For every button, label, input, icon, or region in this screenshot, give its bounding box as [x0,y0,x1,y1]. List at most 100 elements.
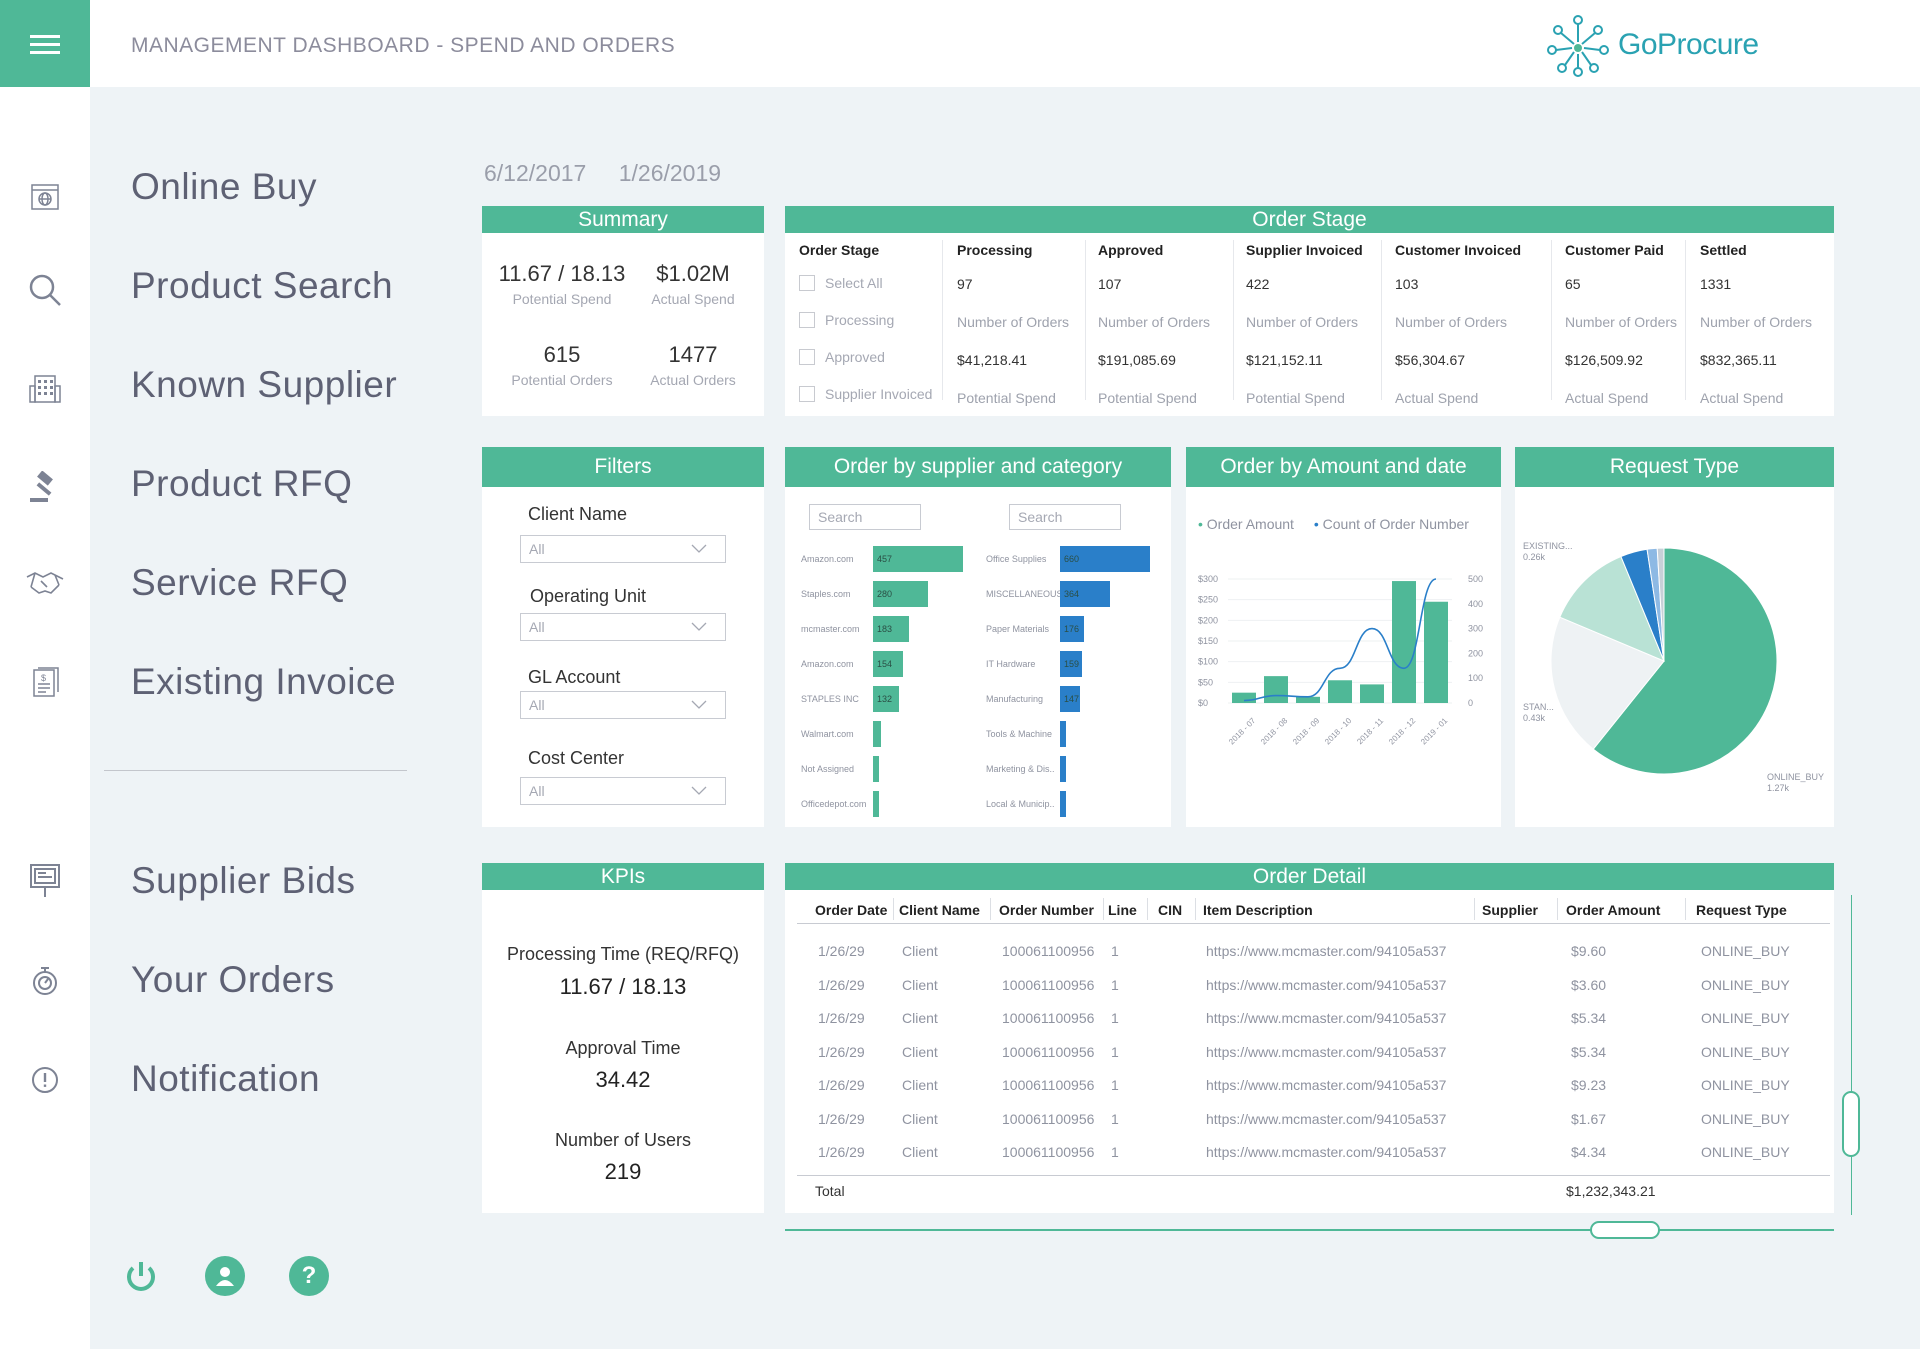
nav-service-rfq[interactable]: Service RFQ [131,562,349,603]
stage-approved: Approved 107 Number of Orders $191,085.6… [1098,242,1210,406]
table-cell: Client [902,1043,938,1060]
table-row[interactable]: 1/26/29 Client 100061100956 1 https://www.mc… [785,935,1855,968]
sidebar-icon-existing-invoice[interactable]: $ [25,662,65,702]
sidebar-icon-supplier-bids[interactable] [25,861,65,901]
sidebar-icon-service-rfq[interactable] [25,563,65,603]
bar[interactable] [1060,546,1150,572]
table-row[interactable]: 1/26/29 Client 100061100956 1 https://www.mc… [785,1036,1855,1069]
table-row[interactable]: 1/26/29 Client 100061100956 1 https://www.mc… [785,1103,1855,1136]
operating-unit-select[interactable]: All [520,613,726,641]
hamburger-menu-button[interactable] [0,0,90,87]
col-line[interactable]: Line [1108,902,1137,918]
cost-center-select[interactable]: All [520,777,726,805]
bar[interactable] [873,546,963,572]
gl-account-select[interactable]: All [520,691,726,719]
user-icon [216,1267,234,1286]
col-request-type[interactable]: Request Type [1696,902,1787,918]
bar[interactable] [1060,686,1081,712]
bar[interactable] [873,651,904,677]
bar[interactable] [1060,756,1066,782]
sidebar-icon-notification[interactable] [25,1060,65,1100]
table-row[interactable]: 1/26/29 Client 100061100956 1 https://www.mc… [785,1069,1855,1102]
nav-existing-invoice[interactable]: Existing Invoice [131,661,397,702]
col-client-name[interactable]: Client Name [899,902,980,918]
sidebar-icon-product-search[interactable] [25,270,65,310]
vertical-scroll-thumb[interactable] [1842,1091,1860,1157]
amount-bar [1328,680,1352,703]
table-cell: 1/26/29 [818,1077,865,1093]
pie-label-stan: STAN... 0.43k [1523,702,1554,724]
nav-known-supplier[interactable]: Known Supplier [131,364,398,405]
checkbox[interactable] [799,274,815,291]
checkbox-row-supplier-invoiced[interactable]: Supplier Invoiced [799,375,932,412]
horizontal-scroll-thumb[interactable] [1590,1221,1660,1239]
supplier-search-input[interactable]: Search [809,504,921,530]
bar[interactable] [1060,581,1110,607]
col-item-description[interactable]: Item Description [1203,902,1313,918]
nav-online-buy[interactable]: Online Buy [131,166,317,207]
nav-product-search[interactable]: Product Search [131,265,394,306]
user-profile-button[interactable] [205,1256,245,1296]
table-cell: 1 [1111,1010,1119,1026]
bar[interactable] [873,581,929,607]
bar[interactable] [1060,791,1066,817]
pie-slice[interactable] [1656,547,1665,662]
category-search-input[interactable]: Search [1009,504,1121,530]
chevron-down-icon [691,544,707,553]
checkbox[interactable] [799,348,815,365]
col-order-number[interactable]: Order Number [999,902,1094,918]
potential-orders-cell: 615 Potential Orders [502,342,622,388]
goprocure-logo[interactable]: GoProcure [1546,10,1766,80]
y-right-tick: 300 [1468,624,1483,634]
stage-count-label: Number of Orders [957,314,1070,330]
table-row[interactable]: 1/26/29 Client 100061100956 1 https://www.mc… [785,969,1855,1002]
checkbox-row-approved[interactable]: Approved [799,338,932,375]
date-end[interactable]: 1/26/2019 [618,160,722,186]
bar[interactable] [873,791,879,817]
pie-slice[interactable] [1592,547,1778,775]
checkbox-row-select-all[interactable]: Select All [799,264,932,301]
client-name-select[interactable]: All [520,535,726,563]
bar[interactable] [1060,651,1082,677]
sidebar-icon-online-buy[interactable] [25,177,65,217]
chart-legend: • Order Amount • Count of Order Number [1198,516,1469,532]
table-cell: 1 [1111,1043,1119,1060]
select-value: All [529,783,545,799]
power-button[interactable] [121,1256,161,1296]
bar-label: IT Hardware [986,659,1036,669]
bar[interactable] [873,616,910,642]
date-start[interactable]: 6/12/2017 [484,160,587,186]
help-button[interactable]: ? [289,1256,329,1296]
sidebar-icon-your-orders[interactable] [25,961,65,1001]
table-row[interactable]: 1/26/29 Client 100061100956 1 https://www.mc… [785,1002,1855,1035]
col-cin[interactable]: CIN [1158,902,1183,918]
table-row[interactable]: 1/26/29 Client 100061100956 1 https://www.mc… [785,1136,1855,1169]
nav-notification[interactable]: Notification [131,1058,321,1099]
checkbox[interactable] [799,311,815,328]
col-order-amount[interactable]: Order Amount [1566,902,1661,918]
sidebar-icon-product-rfq[interactable] [25,467,65,507]
nav-product-rfq[interactable]: Product RFQ [131,463,353,504]
nav-supplier-bids[interactable]: Supplier Bids [131,860,356,901]
x-tick: 2018 - 12 [1387,716,1418,747]
checkbox[interactable] [799,385,815,402]
bar[interactable] [873,756,879,782]
date-range[interactable]: 6/12/2017 1/26/2019 [484,160,747,187]
chevron-down-icon [691,700,707,709]
pie-slice[interactable] [1550,616,1665,750]
sidebar-icon-known-supplier[interactable] [25,369,65,409]
bar[interactable] [1060,721,1066,747]
vertical-scroll-track[interactable] [1851,895,1852,1215]
col-order-date[interactable]: Order Date [815,902,888,918]
col-supplier[interactable]: Supplier [1482,902,1539,918]
column-separator [1233,240,1234,400]
bar-value: 280 [877,589,893,599]
checkbox-row-processing[interactable]: Processing [799,301,932,338]
nav-your-orders[interactable]: Your Orders [131,959,335,1000]
bar[interactable] [873,686,899,712]
bar[interactable] [1060,616,1084,642]
horizontal-scroll-track[interactable] [785,1229,1834,1231]
bar[interactable] [873,721,881,747]
stage-count-label: Number of Orders [1700,314,1813,330]
pie-slice[interactable] [1559,555,1665,662]
